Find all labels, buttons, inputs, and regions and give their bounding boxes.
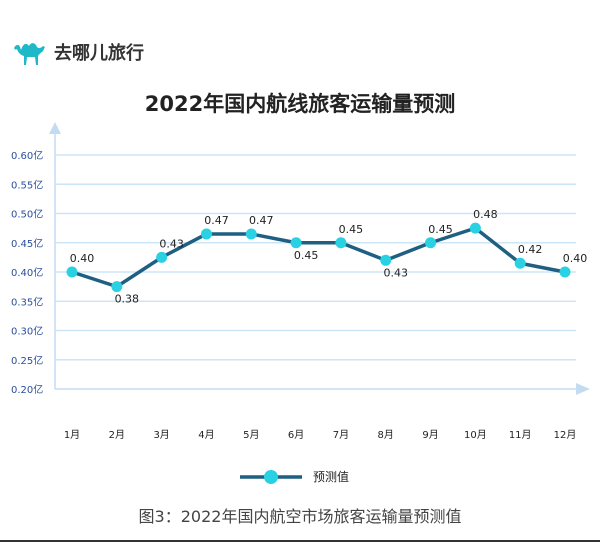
data-point <box>335 237 347 249</box>
y-tick-label: 0.20亿 <box>11 383 43 396</box>
x-tick-label: 8月 <box>378 429 394 441</box>
x-tick-label: 11月 <box>509 429 532 441</box>
brand-logo: 去哪儿旅行 <box>12 38 144 66</box>
data-point <box>245 228 257 240</box>
chart-title: 2022年国内航线旅客运输量预测 <box>144 92 456 116</box>
x-tick-label: 2月 <box>109 429 125 441</box>
legend-label: 预测值 <box>313 469 349 484</box>
y-tick-label: 0.35亿 <box>11 295 43 308</box>
y-tick-label: 0.50亿 <box>11 208 43 221</box>
data-point <box>200 228 212 240</box>
camel-icon <box>14 43 45 65</box>
data-point <box>290 237 302 249</box>
x-tick-label: 3月 <box>153 429 169 441</box>
x-tick-label: 9月 <box>422 429 438 441</box>
y-axis-arrow <box>49 122 61 134</box>
y-tick-label: 0.55亿 <box>11 178 43 191</box>
data-label: 0.48 <box>473 208 498 221</box>
data-point <box>66 266 78 278</box>
data-label: 0.43 <box>383 266 408 279</box>
data-label: 0.40 <box>70 252 95 265</box>
data-point <box>559 266 571 278</box>
data-label: 0.47 <box>249 214 274 227</box>
data-point <box>156 251 168 263</box>
x-tick-label: 12月 <box>554 429 577 441</box>
x-tick-label: 10月 <box>464 429 487 441</box>
data-label: 0.45 <box>294 249 319 262</box>
x-tick-label: 7月 <box>333 429 349 441</box>
y-tick-label: 0.45亿 <box>11 237 43 250</box>
y-tick-label: 0.60亿 <box>11 149 43 162</box>
x-tick-label: 4月 <box>198 429 214 441</box>
x-tick-label: 6月 <box>288 429 304 441</box>
data-point <box>425 237 437 249</box>
data-point <box>514 257 526 269</box>
figure-caption: 图3：2022年国内航空市场旅客运输量预测值 <box>138 507 462 526</box>
data-point <box>111 281 123 293</box>
legend-marker <box>264 470 278 484</box>
data-label: 0.45 <box>428 223 453 236</box>
data-point <box>380 254 392 266</box>
line-chart: 0.20亿 0.25亿 0.30亿 0.35亿 0.40亿 0.45亿 0.50亿 0.55亿… <box>11 122 590 484</box>
bottom-divider <box>0 540 600 542</box>
y-tick-label: 0.30亿 <box>11 325 43 338</box>
data-label: 0.47 <box>204 214 229 227</box>
x-tick-label: 1月 <box>64 429 80 441</box>
y-tick-label: 0.25亿 <box>11 354 43 367</box>
series-line <box>71 226 566 289</box>
data-point <box>469 222 481 234</box>
data-label: 0.40 <box>563 252 588 265</box>
y-tick-label: 0.40亿 <box>11 266 43 279</box>
data-label: 0.43 <box>159 237 184 250</box>
brand-name: 去哪儿旅行 <box>54 43 144 64</box>
data-label: 0.45 <box>339 223 364 236</box>
x-axis-arrow <box>576 383 590 395</box>
data-label: 0.42 <box>518 243 543 256</box>
x-tick-label: 5月 <box>243 429 259 441</box>
data-label: 0.38 <box>115 293 140 306</box>
